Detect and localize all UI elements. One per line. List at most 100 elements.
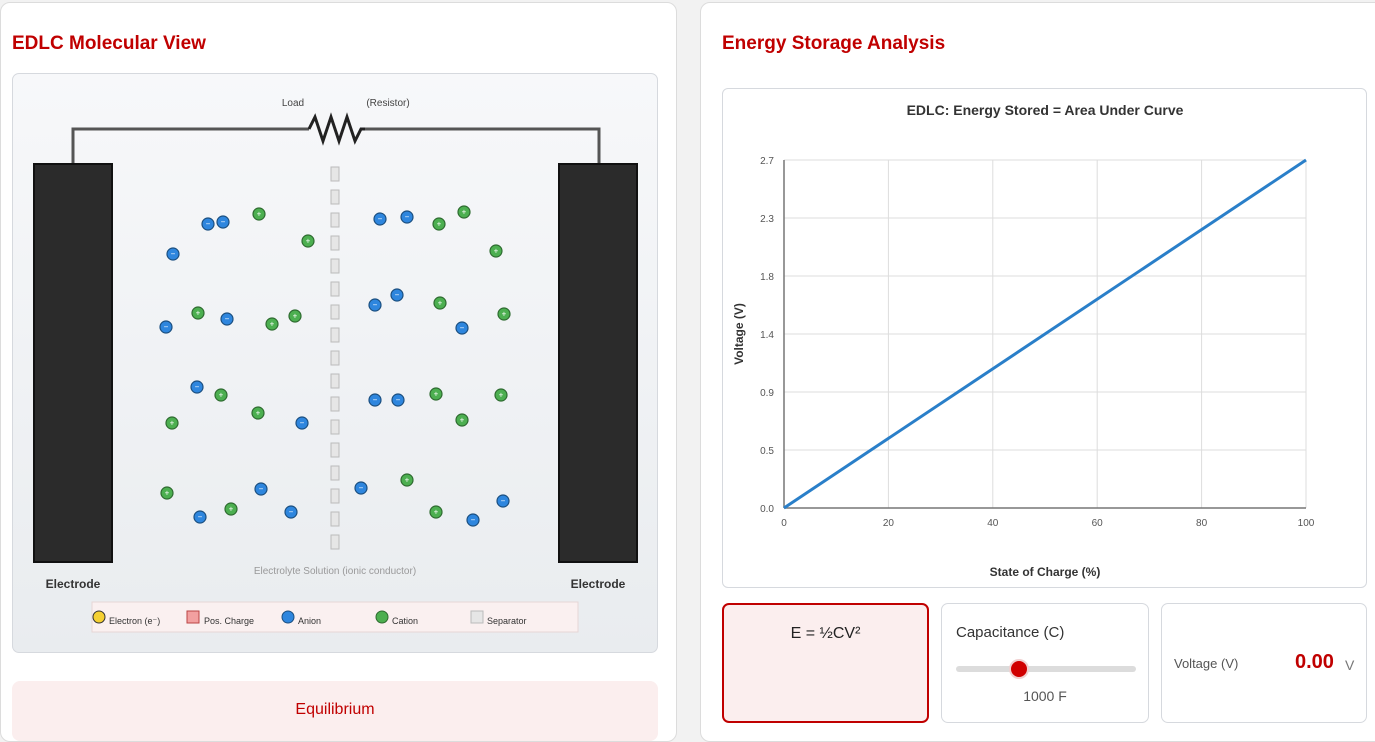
svg-text:−: − bbox=[259, 485, 264, 494]
legend-separator-label: Separator bbox=[487, 616, 527, 626]
svg-text:−: − bbox=[198, 513, 203, 522]
cation: + bbox=[252, 207, 266, 221]
separator-segment bbox=[330, 511, 340, 527]
cation: + bbox=[191, 306, 205, 320]
anion: − bbox=[368, 298, 382, 312]
svg-text:−: − bbox=[359, 484, 364, 493]
svg-text:−: − bbox=[225, 315, 230, 324]
anion: − bbox=[466, 513, 480, 527]
svg-text:−: − bbox=[378, 215, 383, 224]
svg-text:−: − bbox=[396, 396, 401, 405]
x-tick-label: 100 bbox=[1298, 518, 1315, 529]
energy-chart-svg: EDLC: Energy Stored = Area Under Curve 0… bbox=[732, 102, 1315, 579]
cation: + bbox=[400, 473, 414, 487]
cation-icon bbox=[375, 610, 389, 624]
svg-text:+: + bbox=[405, 476, 410, 485]
separator-segment bbox=[330, 212, 340, 228]
formula-card: E = ½CV² bbox=[722, 603, 929, 723]
cation: + bbox=[429, 505, 443, 519]
separator-segment bbox=[330, 304, 340, 320]
svg-text:+: + bbox=[196, 309, 201, 318]
chart-title: EDLC: Energy Stored = Area Under Curve bbox=[907, 102, 1184, 118]
separator-segment bbox=[330, 258, 340, 274]
svg-text:+: + bbox=[438, 299, 443, 308]
capacitance-slider-track[interactable] bbox=[956, 666, 1136, 672]
svg-text:−: − bbox=[373, 396, 378, 405]
x-tick-label: 80 bbox=[1196, 518, 1208, 529]
svg-text:+: + bbox=[293, 312, 298, 321]
svg-text:+: + bbox=[219, 391, 224, 400]
svg-text:+: + bbox=[165, 489, 170, 498]
molecular-view-panel: EDLC Molecular View Load (Resistor) Elec… bbox=[0, 2, 677, 742]
anion: − bbox=[190, 380, 204, 394]
capacitance-slider-thumb[interactable] bbox=[1009, 659, 1029, 679]
separator-segment bbox=[330, 419, 340, 435]
anion: − bbox=[193, 510, 207, 524]
status-text: Equilibrium bbox=[295, 701, 375, 718]
svg-text:−: − bbox=[460, 324, 465, 333]
separator bbox=[330, 166, 340, 550]
cation: + bbox=[494, 388, 508, 402]
right-electrode-label: Electrode bbox=[571, 577, 626, 591]
anion: − bbox=[368, 393, 382, 407]
legend-cation-label: Cation bbox=[392, 616, 418, 626]
anion: − bbox=[201, 217, 215, 231]
legend-electron-label: Electron (e⁻) bbox=[109, 616, 160, 626]
energy-analysis-title: Energy Storage Analysis bbox=[722, 33, 946, 54]
anion: − bbox=[216, 215, 230, 229]
y-tick-label: 1.4 bbox=[760, 330, 774, 341]
cation: + bbox=[251, 406, 265, 420]
separator-segment bbox=[330, 488, 340, 504]
svg-text:+: + bbox=[434, 508, 439, 517]
electrolyte-label: Electrolyte Solution (ionic conductor) bbox=[254, 566, 416, 577]
capacitance-value: 1000 F bbox=[1023, 688, 1067, 704]
y-tick-label: 2.7 bbox=[760, 156, 774, 167]
electron-icon bbox=[92, 610, 106, 624]
anion: − bbox=[284, 505, 298, 519]
svg-text:−: − bbox=[221, 218, 226, 227]
status-box: Equilibrium bbox=[12, 681, 658, 741]
anion: − bbox=[295, 416, 309, 430]
x-tick-label: 20 bbox=[883, 518, 895, 529]
svg-text:−: − bbox=[289, 508, 294, 517]
svg-text:−: − bbox=[195, 383, 200, 392]
molecular-view-canvas: Load (Resistor) Electrode Electrode − − + +… bbox=[12, 73, 658, 653]
separator-icon bbox=[470, 610, 484, 624]
cation: + bbox=[165, 416, 179, 430]
cation: + bbox=[160, 486, 174, 500]
cation: + bbox=[433, 296, 447, 310]
cation: + bbox=[265, 317, 279, 331]
y-axis-label: Voltage (V) bbox=[732, 303, 746, 365]
svg-text:−: − bbox=[164, 323, 169, 332]
cation: + bbox=[224, 502, 238, 516]
legend-box bbox=[91, 601, 579, 633]
chart-series bbox=[783, 158, 1307, 510]
separator-segment bbox=[330, 189, 340, 205]
separator-segment bbox=[330, 442, 340, 458]
cation: + bbox=[214, 388, 228, 402]
svg-text:+: + bbox=[306, 237, 311, 246]
svg-text:−: − bbox=[373, 301, 378, 310]
anion: − bbox=[496, 494, 510, 508]
anion: − bbox=[391, 393, 405, 407]
energy-formula: E = ½CV² bbox=[790, 625, 861, 642]
energy-analysis-panel: Energy Storage Analysis EDLC: Energy Sto… bbox=[700, 2, 1375, 742]
resistor-label: (Resistor) bbox=[366, 98, 409, 109]
right-electrode bbox=[558, 163, 638, 563]
capacitance-card: Capacitance (C) 1000 F bbox=[941, 603, 1149, 723]
anion: − bbox=[254, 482, 268, 496]
y-tick-label: 0.5 bbox=[760, 446, 774, 457]
svg-text:−: − bbox=[405, 213, 410, 222]
svg-text:−: − bbox=[395, 291, 400, 300]
svg-text:−: − bbox=[171, 250, 176, 259]
load-label: Load bbox=[282, 98, 304, 109]
svg-text:+: + bbox=[462, 208, 467, 217]
voltage-label: Voltage (V) bbox=[1174, 656, 1239, 671]
legend-pos-charge-label: Pos. Charge bbox=[204, 616, 254, 626]
cation: + bbox=[429, 387, 443, 401]
y-tick-label: 0.0 bbox=[760, 504, 774, 515]
anion-icon bbox=[281, 610, 295, 624]
svg-text:−: − bbox=[471, 516, 476, 525]
x-tick-label: 60 bbox=[1092, 518, 1104, 529]
svg-text:+: + bbox=[257, 210, 262, 219]
